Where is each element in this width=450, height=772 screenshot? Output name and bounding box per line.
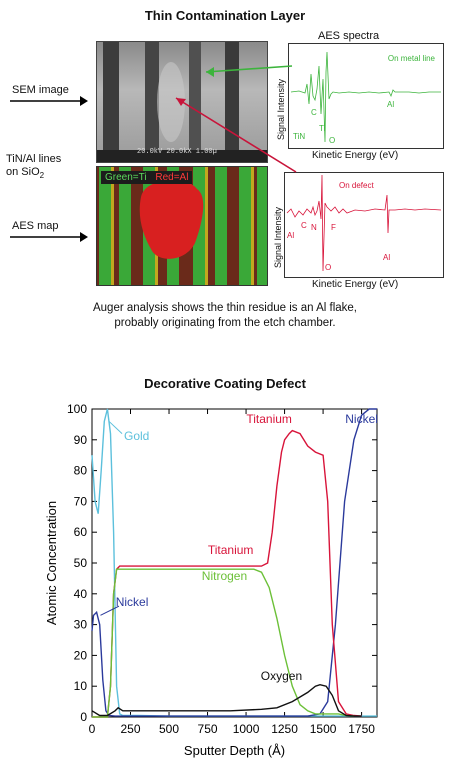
x-axis-label: Sputter Depth (Å) [184,743,285,758]
spectrum1-xlabel: Kinetic Energy (eV) [312,150,399,161]
depth-profile-chart: 0 250 500 750 1000 1250 1500 1750 0 10 20 30 40 50 60 7… [44,402,378,758]
spectrum1-peak-o: O [329,136,336,145]
x-tick-label: 1250 [271,722,298,736]
spectrum1-peak-tin: TiN [293,132,306,141]
x-tick-label: 1750 [348,722,375,736]
y-tick-label: 70 [74,494,88,508]
spectrum1-peak-c: C [311,108,317,117]
spectrum2-peak-n: N [311,223,317,232]
y-tick-label: 40 [74,587,88,601]
annotation-label: Titanium [246,412,292,426]
aes-spectra-title: AES spectra [318,30,380,42]
y-tick-label: 100 [67,402,87,416]
spectrum2-peak-al-left: Al [287,231,295,240]
annotation-label: Nickel [345,412,378,426]
y-tick-label: 90 [74,433,88,447]
series-line-nickel [91,408,377,717]
sem-overlay-text: 20.0kV 20.0kX 1.00µ [137,148,217,156]
spectrum1-peak-al: Al [387,100,395,109]
y-tick-label: 80 [74,464,88,478]
x-tick-label: 500 [159,722,179,736]
annotation-label: Nitrogen [202,569,247,583]
y-tick-label: 60 [74,525,88,539]
series-line-titanium [92,429,362,718]
x-tick-label: 750 [198,722,218,736]
spectrum2-peak-c: C [301,221,307,230]
plot-frame [91,408,378,718]
x-tick-label: 0 [89,722,96,736]
spectrum-defect-plot [286,174,442,272]
y-tick-label: 20 [74,648,88,662]
spectrum2-xlabel: Kinetic Energy (eV) [312,279,399,290]
spectrum1-tag: On metal line [387,54,435,63]
spectrum-defect: On defect Al C N F O Al [284,172,444,278]
spectrum1-peak-ti: Ti [319,124,326,133]
x-tick-label: 1000 [233,722,260,736]
sem-lines-graphic [97,42,267,162]
spectrum2-peak-al-right: Al [383,253,391,262]
series-line-oxygen [91,683,362,717]
annotation-label: Gold [124,429,149,443]
legend-green-ti: Green=Ti [105,172,147,183]
x-tick-label: 250 [120,722,140,736]
label-tin-al-lines: TiN/Al lines [6,153,62,165]
map-legend: Green=Ti Red=Al [101,171,193,184]
y-axis-label: Atomic Concentration [44,501,59,625]
x-tick-label: 1500 [310,722,337,736]
label-aes-map: AES map [12,220,59,232]
connector-arrows [175,65,297,173]
annotation-label: Oxygen [261,669,302,683]
label-sem-image: SEM image [12,84,69,96]
legend-red-al: Red=Al [155,172,189,183]
arrow-aes-map-icon [10,232,88,242]
series-line-nitrogen [92,568,354,718]
annotation-label: Nickel [116,595,149,609]
spectrum-metal-plot [290,51,441,143]
spectrum2-peak-o: O [325,263,332,272]
caption-line-2: probably originating from the etch chamb… [114,317,336,329]
annotation-leader [100,605,120,616]
annotation-leader [108,420,123,435]
aes-map-image: Green=Ti Red=Al [96,166,268,286]
y-tick-label: 0 [80,710,87,724]
series-line-gold [91,408,377,717]
spectrum2-tag: On defect [339,181,374,190]
caption-line-1: Auger analysis shows the thin residue is… [92,302,357,314]
label-on-sio2: on SiO2 [6,166,45,181]
aes-map-graphic [97,167,267,285]
y-tick-label: 50 [74,556,88,570]
top-title: Thin Contamination Layer [144,8,306,23]
sem-image: 20.0kV 20.0kX 1.00µ [96,41,268,163]
chart-title: Decorative Coating Defect [144,376,306,391]
y-tick-label: 30 [74,618,88,632]
annotation-label: Titanium [208,543,254,557]
y-tick-label: 10 [74,679,88,693]
spectrum-metal-line: On metal line TiN C Ti O Al [288,43,444,149]
arrow-sem-icon [10,96,88,106]
spectrum2-peak-f: F [331,223,336,232]
